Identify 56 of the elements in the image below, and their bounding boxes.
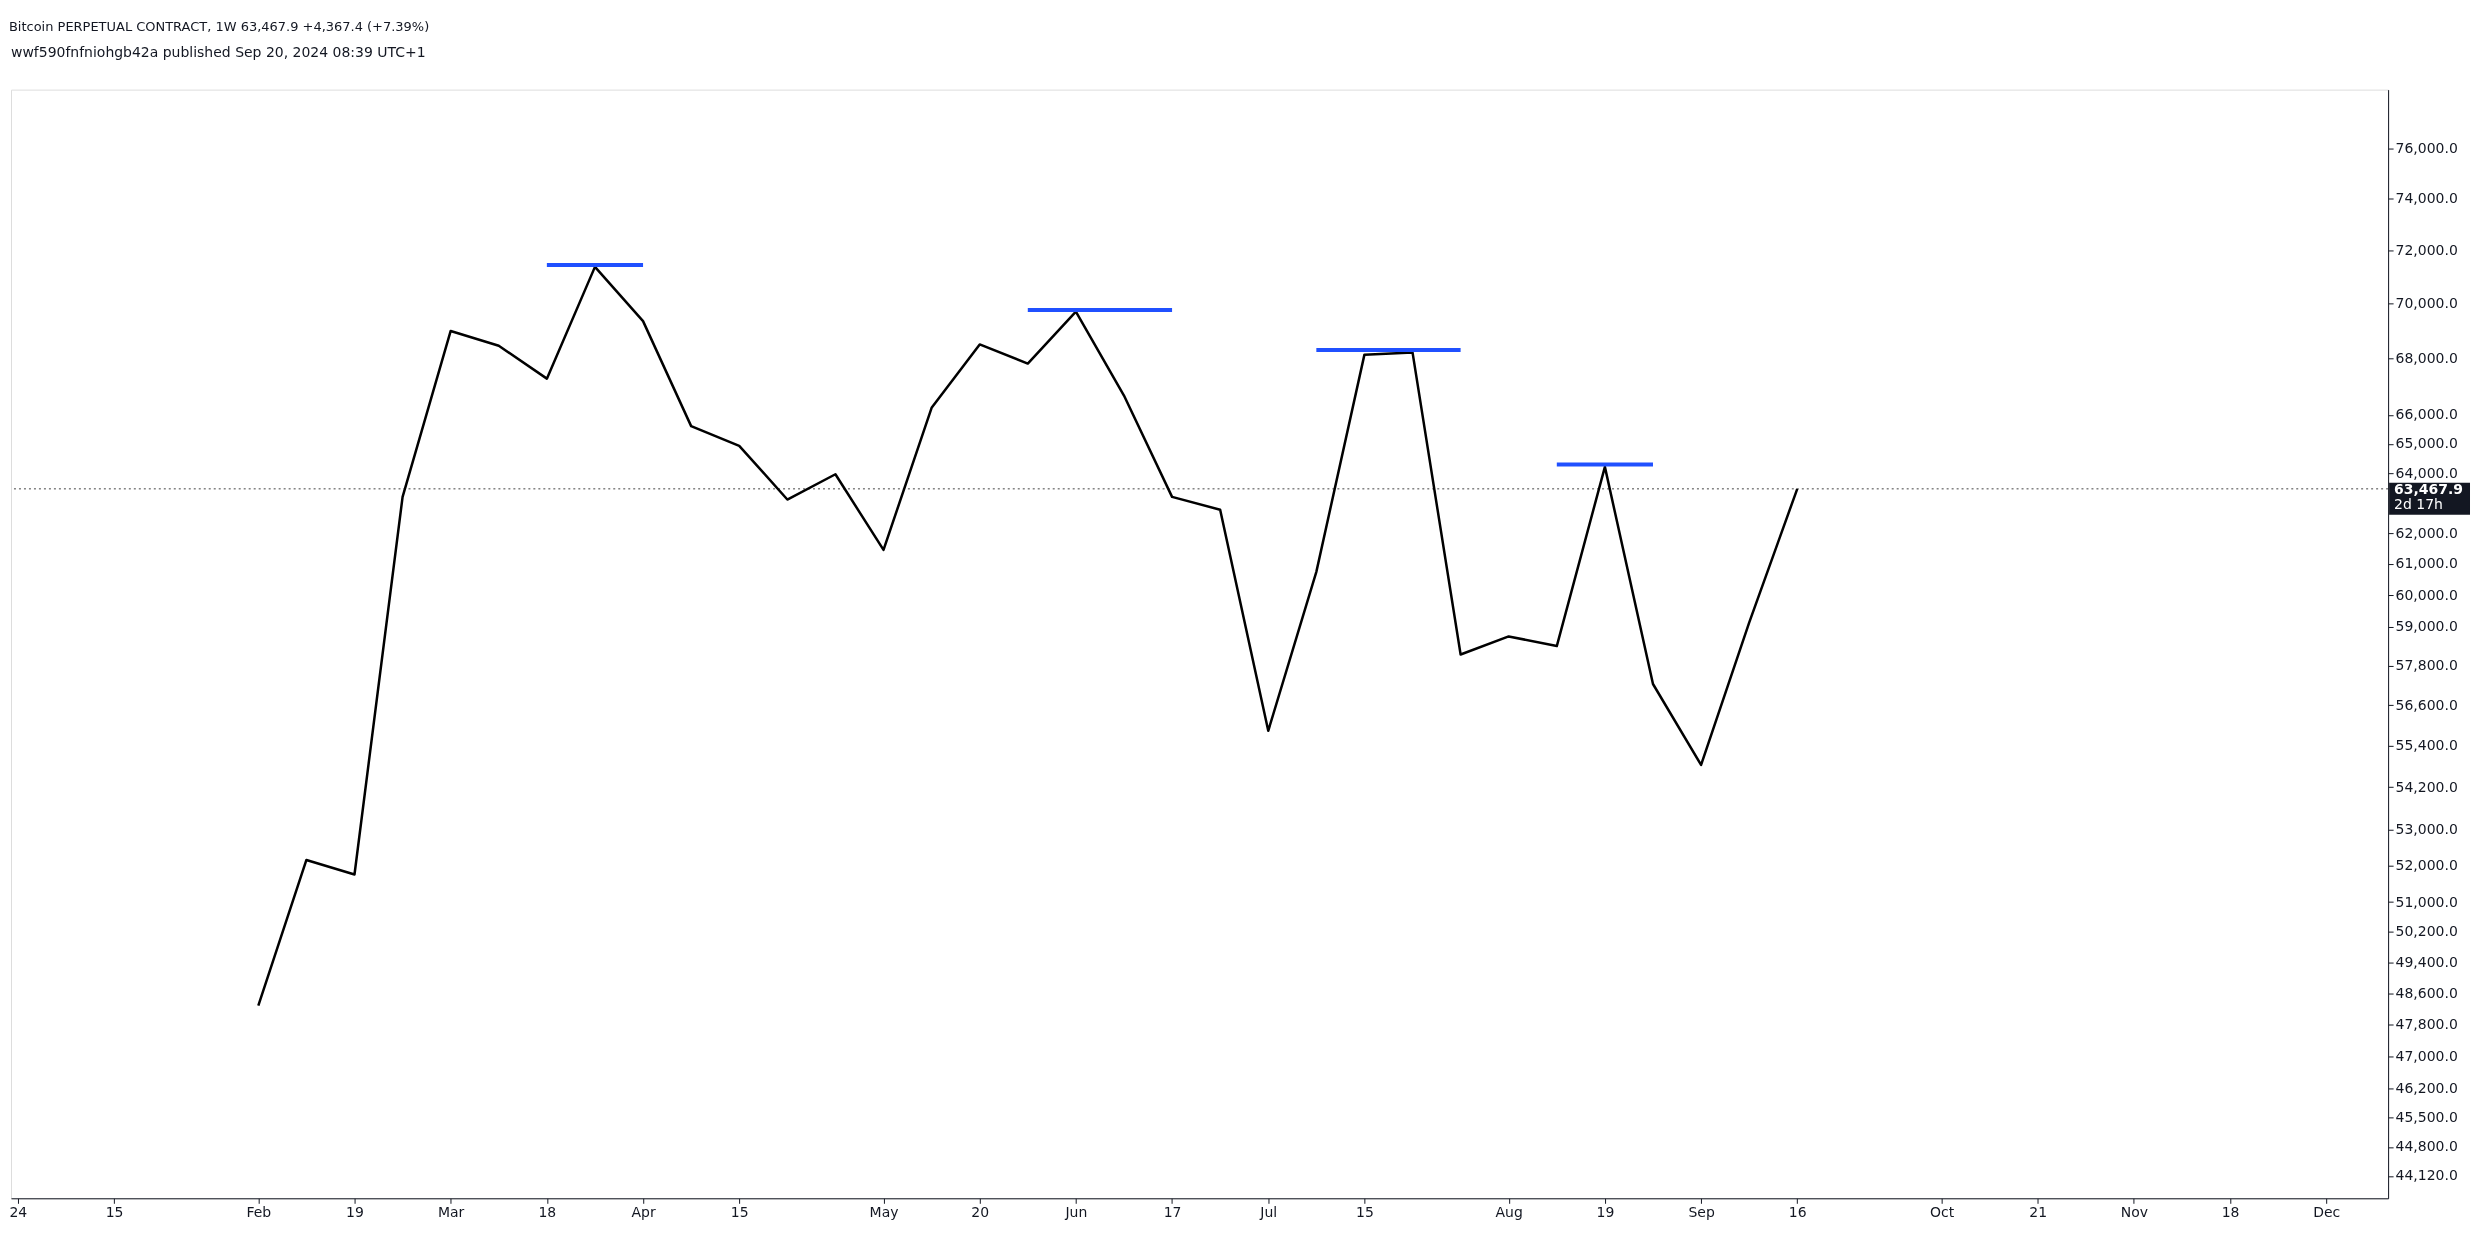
y-tick-label: 47,000.0 xyxy=(2395,1047,2458,1064)
x-tick-label: 15 xyxy=(105,1203,124,1220)
y-tick-label: 64,000.0 xyxy=(2395,464,2458,481)
y-tick-label: 65,000.0 xyxy=(2395,435,2458,452)
x-tick-label: 18 xyxy=(2221,1203,2240,1220)
line-series xyxy=(257,265,1799,1007)
x-tick-label: 20 xyxy=(971,1203,990,1220)
y-tick-label: 70,000.0 xyxy=(2395,295,2458,312)
x-tick-label: 17 xyxy=(1163,1203,1182,1220)
y-tick-label: 50,200.0 xyxy=(2395,923,2458,940)
x-tick-label: 15 xyxy=(1356,1203,1374,1220)
x-tick-label: Apr xyxy=(631,1203,656,1220)
x-tick-label: Jul xyxy=(1259,1203,1278,1220)
y-tick-label: 51,000.0 xyxy=(2395,893,2458,910)
x-tick-label: 24 xyxy=(9,1203,28,1220)
x-tick-label: Sep xyxy=(1688,1203,1715,1220)
y-tick-label: 54,200.0 xyxy=(2395,778,2458,795)
y-tick-label: 72,000.0 xyxy=(2395,242,2458,259)
y-tick-label: 53,000.0 xyxy=(2395,820,2458,837)
y-tick-label: 56,600.0 xyxy=(2395,696,2458,713)
y-tick-label: 48,600.0 xyxy=(2395,984,2458,1001)
x-tick-label: Jun xyxy=(1064,1203,1088,1220)
y-tick-label: 46,200.0 xyxy=(2395,1080,2458,1097)
y-tick-label: 57,800.0 xyxy=(2395,657,2458,674)
y-tick-label: 76,000.0 xyxy=(2395,139,2458,156)
y-tick-label: 59,000.0 xyxy=(2395,618,2458,635)
y-tick-label: 49,400.0 xyxy=(2395,953,2458,970)
y-tick-label: 52,000.0 xyxy=(2395,856,2458,873)
x-tick-label: Mar xyxy=(438,1203,465,1220)
y-tick-label: 55,400.0 xyxy=(2395,737,2458,754)
x-tick-label: 18 xyxy=(538,1203,557,1220)
y-tick-label: 44,120.0 xyxy=(2395,1167,2458,1184)
x-tick-label: 16 xyxy=(1788,1203,1807,1220)
y-tick-label: 45,500.0 xyxy=(2395,1109,2458,1126)
ref-line-label: 63,467.9 xyxy=(2394,480,2464,497)
chart-title: Bitcoin PERPETUAL CONTRACT, 1W 63,467.9 +4,367.4 (+7.39%) xyxy=(8,18,430,34)
y-tick-label: 66,000.0 xyxy=(2395,406,2458,423)
y-tick-label: 68,000.0 xyxy=(2395,350,2458,367)
x-tick-label: 21 xyxy=(2029,1203,2048,1220)
x-tick-label: 19 xyxy=(1596,1203,1615,1220)
x-tick-label: Dec xyxy=(2313,1203,2341,1220)
text: wwf590fnfniohgb42a published Sep 20, 2024 08:39 UTC+1 xyxy=(10,43,426,60)
x-tick-label: Oct xyxy=(1929,1203,1955,1220)
y-tick-label: 61,000.0 xyxy=(2395,555,2458,572)
y-tick-label: 44,800.0 xyxy=(2395,1138,2458,1155)
y-tick-label: 62,000.0 xyxy=(2395,524,2458,541)
x-tick-label: Aug xyxy=(1495,1203,1523,1220)
y-tick-label: 74,000.0 xyxy=(2395,190,2458,207)
y-tick-label: 47,800.0 xyxy=(2395,1016,2458,1033)
x-tick-label: May xyxy=(869,1203,899,1220)
y-tick-label: 60,000.0 xyxy=(2395,586,2458,603)
text: 2d 17h xyxy=(2394,495,2443,512)
x-tick-label: 19 xyxy=(346,1203,364,1220)
x-tick-label: Nov xyxy=(2120,1203,2149,1220)
x-tick-label: Feb xyxy=(246,1203,272,1220)
x-tick-label: 15 xyxy=(730,1203,749,1220)
